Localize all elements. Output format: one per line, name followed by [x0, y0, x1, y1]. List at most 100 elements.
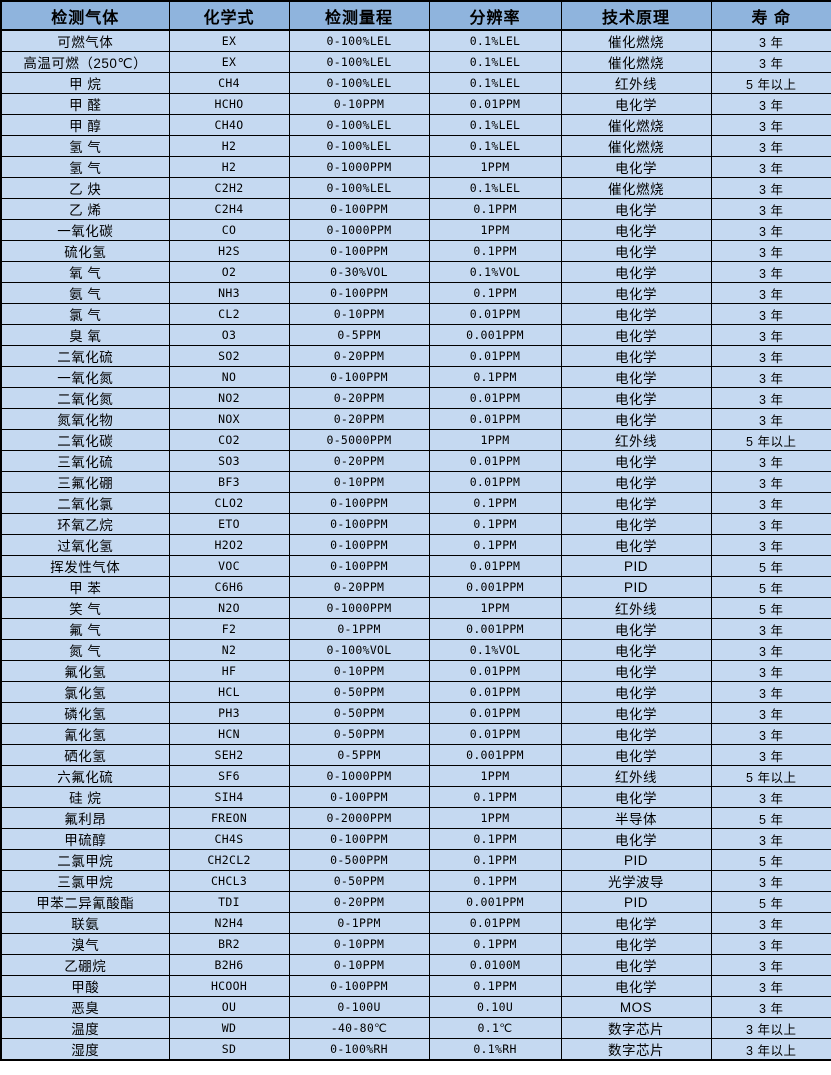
cell-principle: 电化学: [560, 723, 712, 745]
cell-resolution: 0.10U: [428, 996, 562, 1018]
cell-range: 0-100%LEL: [288, 135, 430, 157]
cell-resolution: 0.001PPM: [428, 618, 562, 640]
cell-gas: 过氧化氢: [0, 534, 170, 556]
cell-resolution: 1PPM: [428, 597, 562, 619]
cell-gas: 甲 醇: [0, 114, 170, 136]
cell-gas: 一氧化碳: [0, 219, 170, 241]
cell-gas: 硫化氢: [0, 240, 170, 262]
cell-resolution: 0.1%LEL: [428, 72, 562, 94]
cell-principle: 电化学: [560, 93, 712, 115]
table-row: 氢 气 H2 0-100%LEL 0.1%LEL 催化燃烧 3 年: [0, 135, 831, 157]
cell-range: 0-100PPM: [288, 240, 430, 262]
cell-formula: N2O: [168, 597, 290, 619]
cell-resolution: 0.01PPM: [428, 303, 562, 325]
cell-resolution: 0.0100M: [428, 954, 562, 976]
cell-resolution: 0.1%LEL: [428, 114, 562, 136]
cell-lifespan: 3 年: [710, 954, 831, 976]
cell-gas: 环氧乙烷: [0, 513, 170, 535]
table-row: 三氧化硫 SO3 0-20PPM 0.01PPM 电化学 3 年: [0, 450, 831, 472]
cell-range: 0-1000PPM: [288, 765, 430, 787]
cell-range: 0-5PPM: [288, 744, 430, 766]
cell-lifespan: 3 年: [710, 723, 831, 745]
cell-principle: 电化学: [560, 639, 712, 661]
cell-lifespan: 5 年: [710, 807, 831, 829]
cell-principle: 电化学: [560, 975, 712, 997]
cell-principle: 电化学: [560, 282, 712, 304]
cell-gas: 乙 烯: [0, 198, 170, 220]
table-row: 二氧化氯 CLO2 0-100PPM 0.1PPM 电化学 3 年: [0, 492, 831, 514]
cell-resolution: 0.1%LEL: [428, 135, 562, 157]
cell-formula: HCOOH: [168, 975, 290, 997]
cell-gas: 硒化氢: [0, 744, 170, 766]
cell-principle: 电化学: [560, 660, 712, 682]
cell-principle: 电化学: [560, 492, 712, 514]
cell-formula: H2O2: [168, 534, 290, 556]
cell-principle: MOS: [560, 996, 712, 1018]
cell-formula: O2: [168, 261, 290, 283]
cell-principle: PID: [560, 891, 712, 913]
cell-gas: 笑 气: [0, 597, 170, 619]
cell-resolution: 0.1PPM: [428, 975, 562, 997]
cell-resolution: 0.1PPM: [428, 366, 562, 388]
cell-principle: PID: [560, 555, 712, 577]
cell-resolution: 0.01PPM: [428, 681, 562, 703]
cell-formula: EX: [168, 51, 290, 73]
column-header-formula: 化学式: [168, 0, 290, 31]
table-row: 二氧化硫 SO2 0-20PPM 0.01PPM 电化学 3 年: [0, 345, 831, 367]
cell-formula: NH3: [168, 282, 290, 304]
cell-gas: 溴气: [0, 933, 170, 955]
cell-gas: 一氧化氮: [0, 366, 170, 388]
cell-range: 0-50PPM: [288, 702, 430, 724]
cell-lifespan: 3 年: [710, 702, 831, 724]
cell-lifespan: 3 年: [710, 93, 831, 115]
cell-principle: 电化学: [560, 240, 712, 262]
table-row: 氟利昂 FREON 0-2000PPM 1PPM 半导体 5 年: [0, 807, 831, 829]
cell-lifespan: 3 年: [710, 240, 831, 262]
cell-formula: CO2: [168, 429, 290, 451]
cell-principle: 电化学: [560, 618, 712, 640]
cell-lifespan: 3 年以上: [710, 1038, 831, 1061]
cell-principle: 催化燃烧: [560, 177, 712, 199]
cell-range: 0-50PPM: [288, 870, 430, 892]
cell-resolution: 0.1PPM: [428, 492, 562, 514]
cell-resolution: 0.01PPM: [428, 555, 562, 577]
cell-resolution: 0.1PPM: [428, 513, 562, 535]
cell-range: 0-2000PPM: [288, 807, 430, 829]
cell-range: 0-100PPM: [288, 513, 430, 535]
table-row: 一氧化氮 NO 0-100PPM 0.1PPM 电化学 3 年: [0, 366, 831, 388]
cell-gas: 臭 氧: [0, 324, 170, 346]
cell-formula: N2H4: [168, 912, 290, 934]
cell-formula: VOC: [168, 555, 290, 577]
cell-gas: 氨 气: [0, 282, 170, 304]
cell-lifespan: 3 年: [710, 975, 831, 997]
cell-lifespan: 3 年: [710, 198, 831, 220]
table-row: 氧 气 O2 0-30%VOL 0.1%VOL 电化学 3 年: [0, 261, 831, 283]
cell-resolution: 0.1PPM: [428, 786, 562, 808]
table-row: 二氧化碳 CO2 0-5000PPM 1PPM 红外线 5 年以上: [0, 429, 831, 451]
table-row: 三氯甲烷 CHCL3 0-50PPM 0.1PPM 光学波导 3 年: [0, 870, 831, 892]
cell-principle: 电化学: [560, 471, 712, 493]
cell-gas: 二氧化氯: [0, 492, 170, 514]
cell-gas: 三氟化硼: [0, 471, 170, 493]
cell-lifespan: 3 年: [710, 534, 831, 556]
table-row: 甲 苯 C6H6 0-20PPM 0.001PPM PID 5 年: [0, 576, 831, 598]
cell-formula: C2H4: [168, 198, 290, 220]
table-row: 硅 烷 SIH4 0-100PPM 0.1PPM 电化学 3 年: [0, 786, 831, 808]
table-row: 过氧化氢 H2O2 0-100PPM 0.1PPM 电化学 3 年: [0, 534, 831, 556]
cell-lifespan: 5 年以上: [710, 72, 831, 94]
cell-gas: 甲 烷: [0, 72, 170, 94]
cell-gas: 甲硫醇: [0, 828, 170, 850]
cell-lifespan: 3 年: [710, 912, 831, 934]
cell-lifespan: 5 年: [710, 555, 831, 577]
cell-principle: 催化燃烧: [560, 135, 712, 157]
cell-range: 0-10PPM: [288, 471, 430, 493]
cell-principle: 电化学: [560, 303, 712, 325]
cell-resolution: 0.001PPM: [428, 324, 562, 346]
cell-principle: 电化学: [560, 912, 712, 934]
cell-formula: CL2: [168, 303, 290, 325]
cell-resolution: 0.1%LEL: [428, 29, 562, 52]
cell-range: 0-100U: [288, 996, 430, 1018]
table-row: 氟 气 F2 0-1PPM 0.001PPM 电化学 3 年: [0, 618, 831, 640]
cell-range: 0-10PPM: [288, 954, 430, 976]
cell-gas: 氟化氢: [0, 660, 170, 682]
